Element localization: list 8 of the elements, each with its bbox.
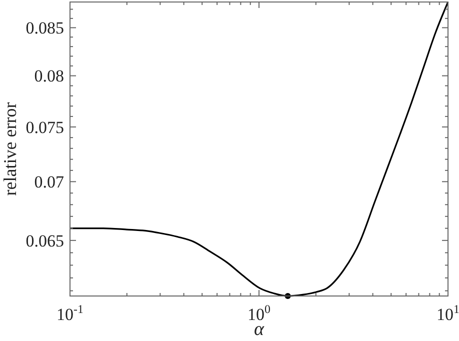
x-tick-label: 10$^{1}$ [436, 302, 459, 324]
y-tick-label: 0.065 [26, 231, 64, 250]
y-tick-label: 0.085 [26, 18, 64, 38]
y-axis-title: relative error [0, 102, 20, 196]
x-tick-label: 10$^{-1}$ [56, 302, 84, 324]
y-tick-label: 0.07 [34, 172, 64, 192]
y-tick-label: 0.075 [26, 118, 64, 137]
y-tick-label: 0.08 [34, 66, 64, 86]
